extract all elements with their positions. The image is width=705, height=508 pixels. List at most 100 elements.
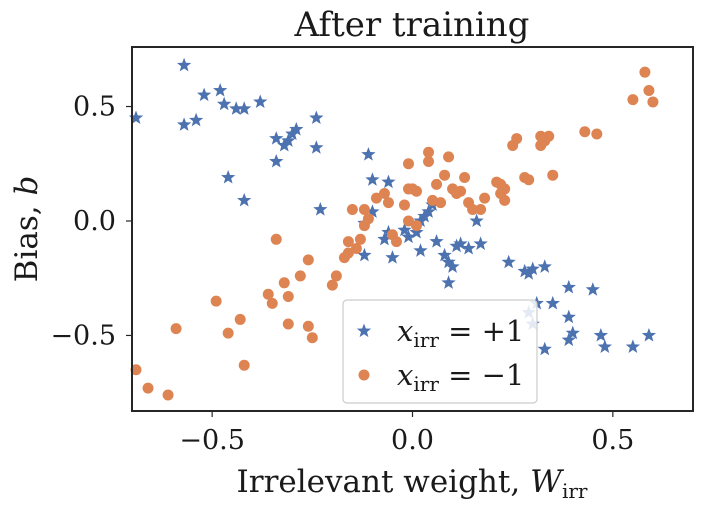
data-point-star (365, 204, 380, 218)
data-point-circle (411, 185, 423, 197)
data-point-circle (431, 178, 443, 190)
data-point-circle (378, 188, 390, 200)
data-point-star (429, 234, 444, 248)
x-tick-label: −0.5 (179, 425, 245, 456)
series-2 (130, 66, 659, 401)
data-point-star (357, 247, 372, 262)
data-point-circle (499, 183, 511, 195)
data-point-star (229, 101, 244, 115)
data-point-star (401, 229, 416, 244)
data-point-circle (262, 288, 274, 300)
data-point-star (385, 250, 400, 264)
data-point-circle (142, 382, 154, 394)
data-point-circle (443, 151, 455, 163)
data-point-circle (435, 197, 447, 209)
data-point-star (597, 339, 612, 353)
legend-box (342, 299, 538, 404)
x-axis-label-text: Irrelevant weight, (237, 464, 531, 500)
data-point-star (237, 101, 252, 115)
data-point-circle (270, 233, 282, 245)
data-point-star (585, 282, 600, 296)
data-point-circle (643, 84, 655, 96)
data-point-star (128, 110, 144, 125)
data-point-circle (302, 320, 314, 332)
data-point-circle (354, 233, 366, 245)
data-point-star (188, 112, 204, 127)
data-point-circle (499, 194, 511, 206)
data-point-star (397, 222, 412, 237)
data-point-star (253, 94, 268, 109)
data-point-circle (627, 94, 639, 106)
chart-title: After training (294, 5, 530, 45)
data-point-circle (326, 279, 338, 291)
data-point-circle (402, 158, 414, 170)
data-point-circle (210, 295, 222, 307)
data-point-circle (170, 323, 182, 335)
data-point-star (381, 174, 396, 189)
y-axis-label-symbol: b (9, 176, 45, 196)
data-point-star (309, 140, 324, 154)
data-point-star (445, 259, 460, 273)
data-point-star (525, 261, 540, 276)
data-point-star (365, 172, 380, 186)
data-point-circle (479, 192, 491, 204)
x-axis-label-subscript: irr (562, 479, 588, 503)
data-point-star (441, 275, 456, 289)
data-point-star (421, 204, 436, 218)
data-point-circle (423, 155, 435, 167)
data-point-star (377, 231, 392, 246)
data-point-star (473, 236, 488, 250)
data-point-circle (330, 270, 342, 282)
plot-frame (131, 46, 694, 412)
data-point-circle (455, 185, 467, 197)
data-point-circle (543, 130, 555, 142)
legend-marker-2 (358, 369, 370, 381)
data-point-circle (362, 213, 374, 225)
data-point-star (461, 240, 476, 255)
data-point-star (641, 327, 657, 342)
data-point-circle (647, 96, 659, 108)
data-point-star (409, 224, 424, 239)
data-point-circle (346, 204, 358, 216)
data-point-circle (591, 128, 603, 140)
data-point-star (469, 213, 484, 228)
y-tick-label: −0.5 (50, 320, 116, 351)
legend: xirr = +1 xirr = −1 (342, 299, 538, 404)
data-point-circle (467, 204, 479, 216)
data-point-star (437, 247, 452, 262)
data-point-star (361, 147, 376, 161)
data-point-circle (439, 169, 451, 181)
y-tick-label: 0.0 (73, 206, 116, 237)
data-point-circle (579, 126, 591, 138)
data-point-circle (238, 359, 250, 371)
data-point-circle (370, 192, 382, 204)
data-point-star (453, 236, 468, 250)
x-axis-label: Irrelevant weight, Wirr (237, 464, 588, 503)
data-point-star (561, 332, 576, 347)
data-point-star (217, 96, 232, 111)
data-point-circle (342, 247, 354, 259)
data-point-star (537, 341, 552, 356)
data-point-circle (294, 270, 306, 282)
legend-marker-1 (356, 323, 372, 338)
data-point-star (625, 339, 641, 353)
y-axis-label-text: Bias, (9, 196, 45, 283)
data-point-star (269, 131, 284, 145)
data-point-circle (130, 364, 142, 376)
data-point-star (269, 153, 284, 168)
data-point-circle (306, 332, 318, 344)
data-point-circle (282, 318, 294, 330)
data-point-star (313, 202, 328, 216)
legend-label-1: xirr = +1 (397, 314, 524, 352)
data-point-circle (222, 327, 234, 339)
data-point-circle (523, 174, 535, 186)
data-point-circle (382, 197, 394, 209)
data-point-circle (350, 242, 362, 254)
data-point-star (221, 169, 236, 184)
data-point-star (413, 213, 428, 228)
data-point-star (277, 137, 292, 152)
data-point-star (413, 243, 428, 257)
data-point-star (176, 117, 192, 131)
data-point-star (521, 266, 536, 280)
